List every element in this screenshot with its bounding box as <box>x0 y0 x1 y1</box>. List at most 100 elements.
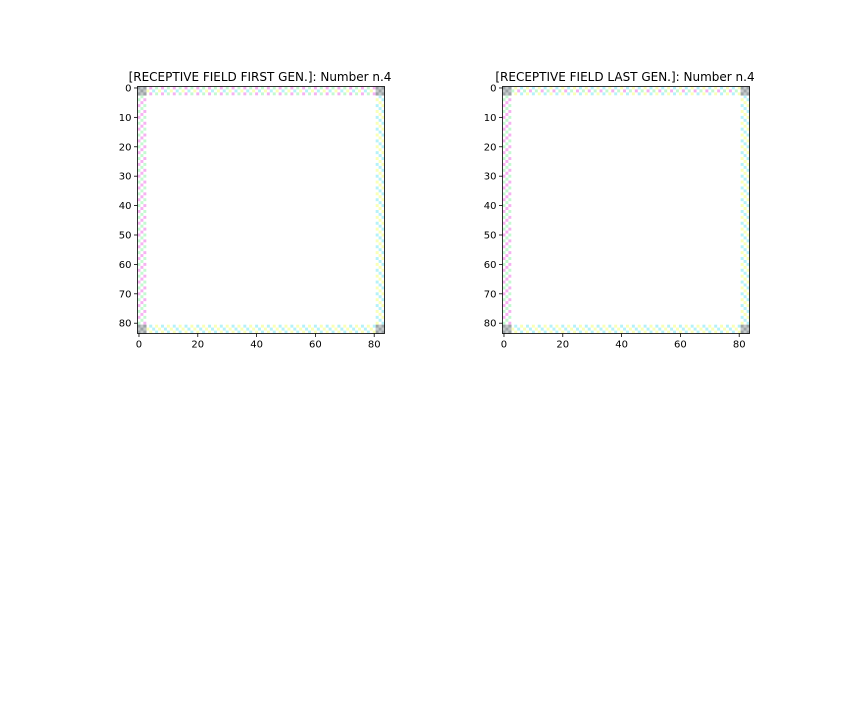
image-pixel <box>313 330 317 334</box>
image-pixel <box>166 324 170 328</box>
image-pixel <box>366 330 370 334</box>
image-pixel <box>746 133 750 137</box>
image-pixel <box>573 86 577 90</box>
image-pixel <box>725 330 729 334</box>
image-pixel <box>505 95 509 99</box>
image-pixel <box>584 92 588 96</box>
image-pixel <box>337 92 341 96</box>
image-pixel <box>508 210 512 213</box>
x-tick-label: 0 <box>136 340 142 351</box>
image-pixel <box>587 89 591 93</box>
image-pixel <box>137 239 141 243</box>
image-pixel <box>505 207 509 210</box>
image-pixel <box>746 280 750 284</box>
image-pixel <box>193 327 197 331</box>
image-pixel <box>378 112 382 116</box>
image-pixel <box>708 324 712 328</box>
y-tick-label: 0 <box>125 83 131 94</box>
image-pixel <box>143 127 147 131</box>
image-pixel <box>360 86 364 90</box>
image-pixel <box>258 327 261 331</box>
image-pixel <box>649 330 653 334</box>
image-pixel <box>313 86 317 90</box>
image-pixel <box>608 324 612 328</box>
image-pixel <box>375 210 379 213</box>
y-tick-label: 50 <box>484 230 497 241</box>
image-pixel <box>505 259 509 263</box>
image-corner-pixel <box>378 324 382 328</box>
image-pixel <box>249 330 253 334</box>
image-pixel <box>228 327 232 331</box>
image-pixel <box>631 324 635 328</box>
image-pixel <box>296 86 300 90</box>
image-pixel <box>246 327 250 331</box>
image-pixel <box>705 89 709 93</box>
image-pixel <box>352 89 356 93</box>
image-corner-pixel <box>502 327 506 331</box>
image-pixel <box>375 245 379 249</box>
image-pixel <box>502 233 506 237</box>
image-pixel <box>746 98 750 102</box>
image-pixel <box>381 227 385 231</box>
image-pixel <box>325 330 329 334</box>
x-tick-label: 0 <box>501 340 507 351</box>
image-pixel <box>140 154 144 158</box>
image-pixel <box>158 327 162 331</box>
image-pixel <box>355 86 359 90</box>
image-pixel <box>137 198 141 202</box>
image-pixel <box>375 174 379 178</box>
image-pixel <box>205 89 209 93</box>
image-pixel <box>143 239 147 243</box>
image-pixel <box>381 115 385 119</box>
image-pixel <box>743 277 747 281</box>
image-pixel <box>381 221 385 225</box>
image-pixel <box>526 86 529 90</box>
image-pixel <box>626 324 629 328</box>
image-pixel <box>561 86 565 90</box>
image-pixel <box>155 330 159 334</box>
image-pixel <box>737 86 741 90</box>
image-pixel <box>208 330 212 334</box>
image-pixel <box>140 289 144 293</box>
image-pixel <box>514 330 518 334</box>
image-pixel <box>693 327 697 331</box>
image-pixel <box>146 327 150 331</box>
image-pixel <box>196 92 200 96</box>
image-pixel <box>740 245 744 249</box>
image-pixel <box>502 98 506 102</box>
image-corner-pixel <box>746 86 750 90</box>
image-pixel <box>243 324 247 328</box>
image-pixel <box>378 295 382 299</box>
image-pixel <box>305 89 309 93</box>
image-pixel <box>299 327 303 331</box>
image-pixel <box>225 330 229 334</box>
image-pixel <box>637 86 641 90</box>
image-pixel <box>508 174 512 178</box>
image-pixel <box>296 324 300 328</box>
image-pixel <box>381 157 385 161</box>
image-pixel <box>181 89 185 93</box>
image-pixel <box>578 330 582 334</box>
image-pixel <box>667 324 671 328</box>
chart-title: [RECEPTIVE FIELD LAST GEN.]: Number n.4 <box>495 70 754 84</box>
image-pixel <box>213 92 217 96</box>
image-pixel <box>287 327 291 331</box>
image-pixel <box>502 251 506 255</box>
image-pixel <box>140 230 144 234</box>
image-pixel <box>537 86 541 90</box>
image-pixel <box>375 180 379 184</box>
image-pixel <box>526 92 529 96</box>
image-pixel <box>243 86 247 90</box>
y-tick-label: 60 <box>119 260 132 271</box>
image-pixel <box>743 165 747 169</box>
image-pixel <box>737 324 741 328</box>
image-pixel <box>746 157 750 161</box>
image-pixel <box>743 95 747 99</box>
image-pixel <box>381 315 385 319</box>
image-pixel <box>208 92 212 96</box>
image-pixel <box>743 207 747 210</box>
image-pixel <box>378 312 382 316</box>
image-pixel <box>140 118 144 122</box>
image-pixel <box>567 86 571 90</box>
image-pixel <box>731 330 735 334</box>
